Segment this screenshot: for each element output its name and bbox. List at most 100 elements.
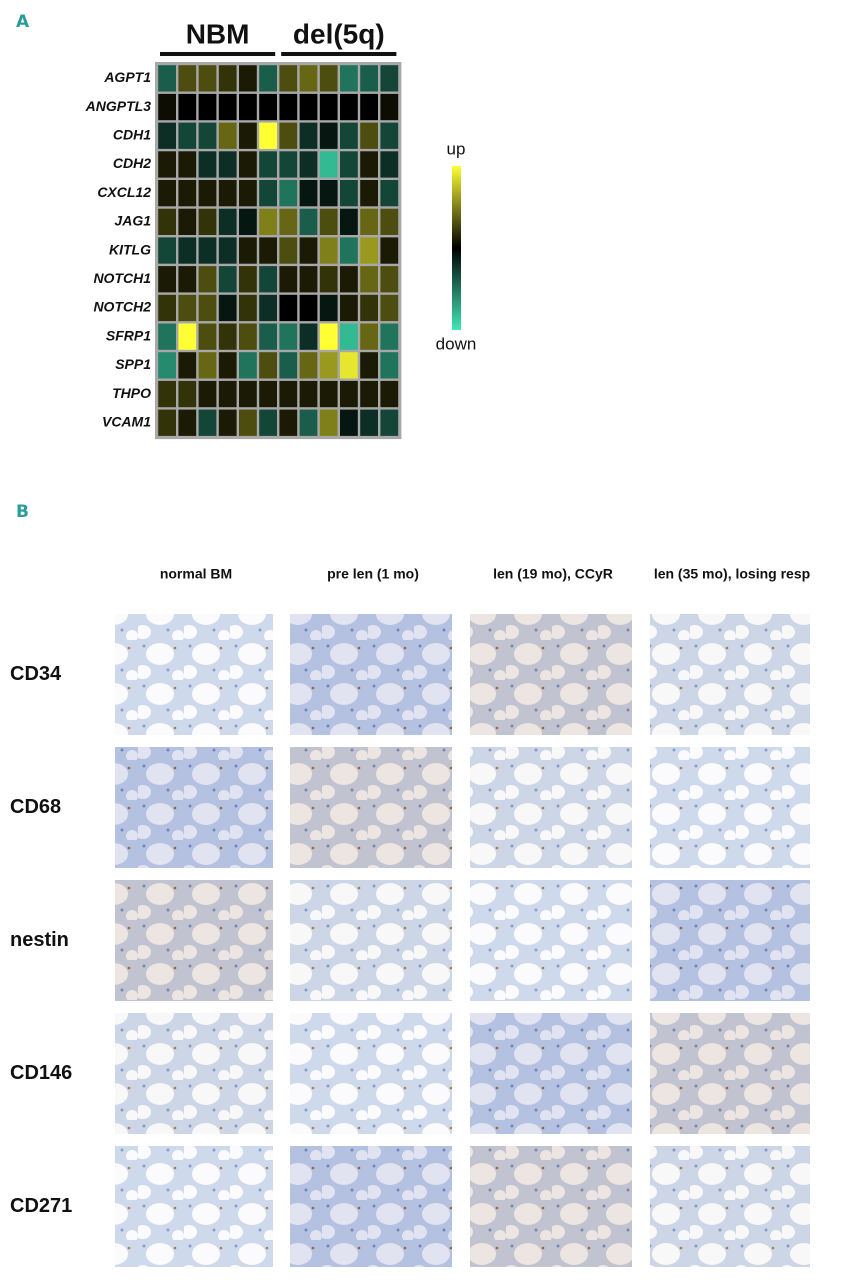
heatmap-cell [158, 294, 176, 322]
heatmap-cell [380, 380, 399, 408]
heatmap-cell [319, 151, 338, 178]
heatmap-cell [380, 294, 399, 322]
heatmap-cell [239, 294, 257, 322]
heatmap-cell [218, 122, 237, 149]
heatmap-cell [239, 65, 257, 92]
heatmap-cell [218, 323, 237, 350]
micrograph [470, 880, 632, 1001]
gene-label: NOTCH1 [93, 270, 151, 286]
micrograph-tint [115, 614, 273, 735]
heatmap-cell [319, 208, 338, 235]
heatmap-cell [299, 93, 318, 121]
micrograph [290, 1146, 452, 1267]
heatmap-cell [279, 65, 298, 92]
heatmap-cell [259, 266, 277, 293]
heatmap-cell [259, 65, 277, 92]
heatmap-cell [360, 409, 378, 436]
gene-label: AGPT1 [103, 69, 151, 85]
heatmap-cell [279, 409, 298, 436]
heatmap-cell [158, 323, 176, 350]
heatmap-cell [279, 237, 298, 264]
heatmap-cell [380, 151, 399, 178]
heatmap-cell [178, 323, 197, 350]
heatmap-cell [239, 266, 257, 293]
heatmap-cell [178, 122, 197, 149]
heatmap-cell [178, 380, 197, 408]
heatmap-cell [380, 237, 399, 264]
heatmap-cell [239, 237, 257, 264]
heatmap-cell [340, 266, 358, 293]
heatmap-cell [259, 380, 277, 408]
micrograph-tint [650, 747, 810, 868]
heatmap-cell [178, 294, 197, 322]
heatmap-cell [158, 208, 176, 235]
heatmap-cell [319, 65, 338, 92]
heatmap-cell [198, 294, 217, 322]
heatmap-cell [319, 237, 338, 264]
heatmap-cell [299, 380, 318, 408]
heatmap-cell [360, 380, 378, 408]
heatmap-cell [279, 180, 298, 207]
heatmap-cell [340, 237, 358, 264]
micrograph [115, 880, 273, 1001]
heatmap-cell [218, 409, 237, 436]
heatmap-cell [178, 352, 197, 379]
heatmap-cell [218, 151, 237, 178]
heatmap-cell [198, 380, 217, 408]
micrograph-tint [650, 1146, 810, 1267]
heatmap-cell [340, 380, 358, 408]
micrograph [470, 1146, 632, 1267]
heatmap-cell [218, 65, 237, 92]
heatmap-cell [239, 352, 257, 379]
micrograph-tint [290, 1146, 452, 1267]
heatmap-cell [259, 409, 277, 436]
heatmap-cell [380, 409, 399, 436]
heatmap-cell [158, 65, 176, 92]
heatmap-cell [239, 93, 257, 121]
heatmap-cell [239, 409, 257, 436]
heatmap-cell [239, 323, 257, 350]
gene-label: THPO [112, 385, 151, 401]
heatmap-cell [319, 352, 338, 379]
heatmap-cell [299, 266, 318, 293]
micrograph [650, 1013, 810, 1134]
micrograph-tint [470, 747, 632, 868]
heatmap-cell [319, 323, 338, 350]
heatmap-cell [198, 323, 217, 350]
row-label: CD146 [10, 1062, 72, 1084]
heatmap-cell [340, 65, 358, 92]
heatmap-cell [319, 93, 338, 121]
heatmap-cell [360, 122, 378, 149]
heatmap-cell [279, 93, 298, 121]
micrograph-tint [470, 880, 632, 1001]
panel-label: B [16, 502, 29, 522]
heatmap-cell [299, 151, 318, 178]
heatmap-cell [158, 352, 176, 379]
heatmap-cell [299, 352, 318, 379]
heatmap-cell [218, 180, 237, 207]
heatmap-cell [218, 266, 237, 293]
gene-label: CDH2 [113, 155, 151, 171]
heatmap-cell [279, 266, 298, 293]
panel-label: A [16, 12, 30, 32]
heatmap-cell [158, 409, 176, 436]
heatmap-cell [380, 323, 399, 350]
micrograph-tint [650, 880, 810, 1001]
micrograph-tint [115, 880, 273, 1001]
gene-label: VCAM1 [102, 413, 151, 429]
heatmap-cell [178, 409, 197, 436]
heatmap-cell [158, 237, 176, 264]
gene-label: NOTCH2 [93, 299, 151, 315]
colorbar-low-label: down [436, 334, 477, 353]
micrograph-tint [650, 1013, 810, 1134]
heatmap-cell [279, 294, 298, 322]
row-label: CD271 [10, 1195, 72, 1217]
heatmap-cell [380, 266, 399, 293]
heatmap-cell [178, 237, 197, 264]
micrograph-tint [290, 614, 452, 735]
heatmap-cell [178, 208, 197, 235]
heatmap-cell [340, 180, 358, 207]
heatmap-cell [239, 208, 257, 235]
row-label: CD34 [10, 663, 62, 685]
